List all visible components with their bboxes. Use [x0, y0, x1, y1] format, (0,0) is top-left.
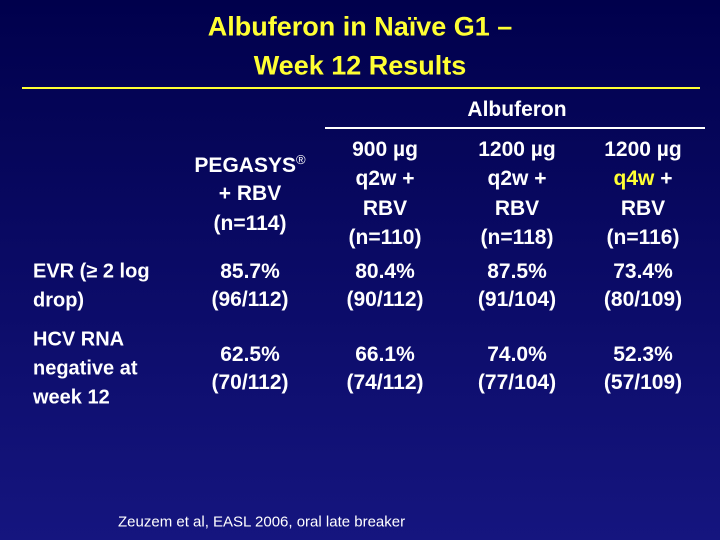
- header-text: + RBV: [218, 182, 282, 205]
- column-header-line: 1200 µg: [604, 138, 681, 162]
- column-header-line: (n=110): [349, 226, 422, 250]
- header-text: (n=114): [213, 211, 287, 235]
- cell-text: 85.7%: [220, 260, 280, 283]
- column-header-line: + RBV: [219, 182, 281, 206]
- cell-text: (77/104): [477, 371, 557, 394]
- cell-text: 66.1%: [355, 343, 415, 366]
- cell-text: 52.3%: [613, 343, 673, 366]
- header-text: q2w +: [487, 167, 547, 191]
- footnote: Zeuzem et al, EASL 2006, oral late break…: [118, 513, 406, 531]
- header-text: (n=110): [348, 226, 422, 250]
- column-header-line: 1200 µg: [478, 138, 555, 162]
- header-text: ®: [295, 151, 306, 167]
- column-header-line: RBV: [363, 197, 407, 221]
- column-header-line: (n=118): [481, 226, 554, 250]
- header-text: RBV: [620, 196, 666, 220]
- group-header: Albuferon: [467, 98, 567, 121]
- group-rule: [325, 127, 705, 129]
- header-text: (n=116): [606, 226, 680, 250]
- row-label: negative at: [33, 357, 138, 380]
- title-line: Albuferon in Naïve G1 –: [207, 11, 513, 42]
- column-header-line: PEGASYS®: [194, 152, 305, 178]
- header-text: RBV: [362, 196, 408, 220]
- cell-text: (91/104): [477, 288, 557, 311]
- title-line: Week 12 Results: [253, 50, 467, 81]
- header-text: 900 µg: [352, 137, 418, 161]
- header-text: 1200 µg: [478, 137, 556, 161]
- row-label: week 12: [33, 386, 110, 409]
- cell-text: 80.4%: [355, 260, 415, 283]
- title-rule: [22, 87, 700, 89]
- header-text: 1200 µg: [604, 137, 682, 161]
- cell-text: 87.5%: [487, 260, 547, 283]
- cell-text: (70/112): [211, 371, 289, 394]
- cell-text: (80/109): [603, 288, 683, 311]
- header-text: PEGASYS: [194, 153, 296, 177]
- header-text: q2w +: [355, 167, 415, 191]
- header-text: q4w: [613, 167, 655, 191]
- column-header-line: 900 µg: [352, 138, 418, 162]
- row-label: EVR (≥ 2 log: [33, 260, 150, 282]
- column-header-line: (n=114): [214, 212, 287, 236]
- cell-text: 74.0%: [487, 343, 547, 366]
- column-header-line: RBV: [495, 197, 539, 221]
- cell-text: 73.4%: [613, 260, 673, 283]
- column-header-line: RBV: [621, 197, 665, 221]
- row-label: HCV RNA: [33, 328, 125, 351]
- cell-text: (74/112): [346, 371, 424, 394]
- cell-text: 62.5%: [220, 343, 280, 366]
- column-header-line: (n=116): [607, 226, 680, 250]
- row-label: drop): [33, 289, 85, 311]
- column-header-line: q2w +: [356, 167, 415, 191]
- header-text: (n=118): [480, 226, 554, 250]
- cell-text: (57/109): [603, 371, 683, 394]
- column-header-line: q2w +: [488, 167, 547, 191]
- cell-text: (90/112): [346, 288, 424, 311]
- cell-text: (96/112): [211, 288, 289, 311]
- header-text: RBV: [494, 196, 540, 220]
- column-header-line: q4w +: [614, 167, 673, 191]
- header-text: +: [654, 167, 673, 191]
